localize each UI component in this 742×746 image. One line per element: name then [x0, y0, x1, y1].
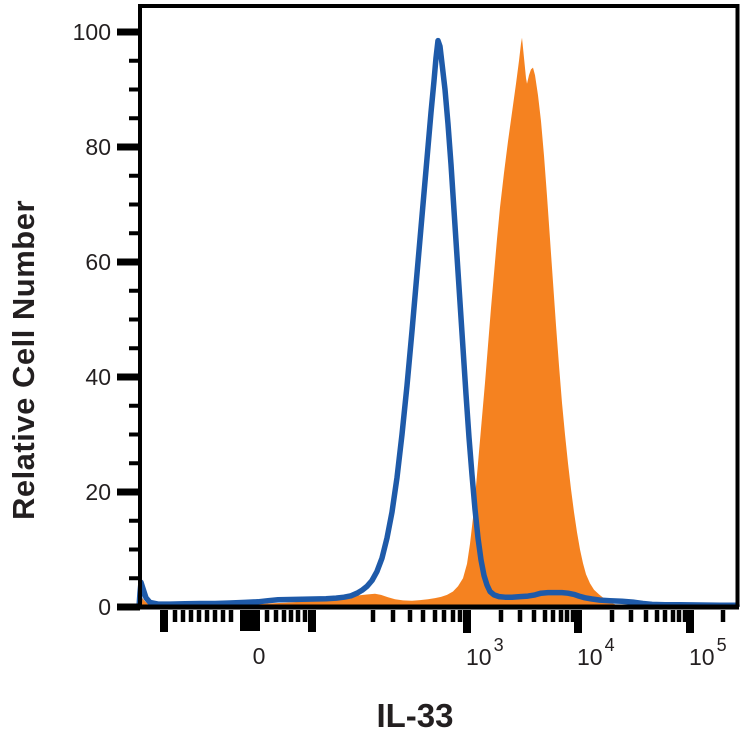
y-tick-label: 100	[73, 19, 111, 45]
y-axis-title: Relative Cell Number	[6, 199, 41, 521]
y-tick-label: 80	[85, 134, 111, 160]
y-axis: 0 20 40 60 80 100	[73, 19, 140, 620]
plot-frame	[137, 4, 740, 610]
histogram-series	[136, 37, 740, 610]
filled-orange-histogram	[139, 37, 738, 608]
y-tick-label: 60	[85, 249, 111, 275]
x-tick-label-10e3: 10 3	[466, 635, 504, 670]
y-tick-label: 20	[85, 479, 111, 505]
x-axis-title: IL-33	[376, 697, 454, 734]
y-tick-label: 40	[85, 364, 111, 390]
x-tick-label-0: 0	[253, 643, 266, 669]
x-tick-label-10e5: 10 5	[689, 635, 727, 670]
x-tick-label-10e4: 10 4	[577, 635, 615, 670]
open-blue-histogram	[136, 37, 740, 610]
x-major-tick-zero	[240, 610, 260, 631]
plot-border	[138, 4, 740, 607]
x-axis: 0 10 3 10 4 10 5	[160, 610, 727, 670]
y-tick-label: 0	[98, 594, 111, 620]
